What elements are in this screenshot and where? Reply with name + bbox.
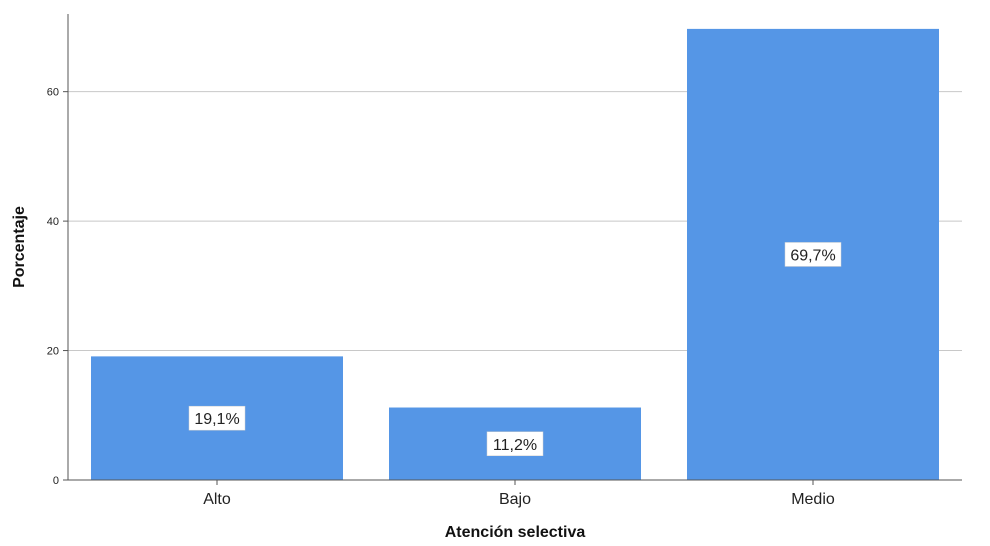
y-axis-title: Porcentaje xyxy=(11,206,28,288)
data-label-alto: 19,1% xyxy=(188,405,246,431)
x-tick-label: Alto xyxy=(203,491,231,508)
y-tick-label: 0 xyxy=(53,475,59,487)
y-tick-label: 60 xyxy=(47,87,59,99)
x-axis-title: Atención selectiva xyxy=(445,524,586,541)
y-tick-labels: 0 20 40 60 xyxy=(47,87,68,487)
x-tick-label: Medio xyxy=(791,491,835,508)
data-label-box xyxy=(784,242,842,267)
data-label-text: 11,2% xyxy=(493,437,537,454)
data-label-text: 69,7% xyxy=(790,247,835,264)
x-tick-label: Bajo xyxy=(499,491,531,508)
data-labels: 19,1% 11,2% 69,7% xyxy=(188,242,842,457)
y-tick-label: 20 xyxy=(47,346,59,358)
data-label-box xyxy=(486,431,544,457)
x-tick-labels: Alto Bajo Medio xyxy=(203,480,835,508)
data-label-medio: 69,7% xyxy=(784,242,842,267)
data-label-text: 19,1% xyxy=(194,411,239,428)
y-tick-label: 40 xyxy=(47,216,59,228)
data-label-box xyxy=(188,405,246,431)
data-label-bajo: 11,2% xyxy=(486,431,544,457)
